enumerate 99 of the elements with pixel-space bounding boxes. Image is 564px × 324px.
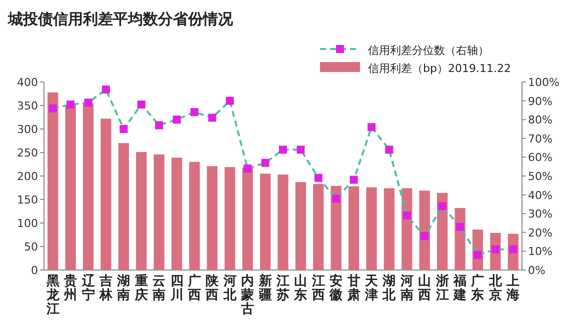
point xyxy=(296,146,305,154)
legend-label: 信用利差（bp）2019.11.22 xyxy=(368,62,511,75)
y-tick-label: 100 xyxy=(17,217,38,230)
bar xyxy=(206,166,218,270)
y-tick-label: 50 xyxy=(24,240,38,254)
bar xyxy=(154,154,164,270)
point xyxy=(420,232,429,240)
legend-label: 信用利差分位数（右轴） xyxy=(368,44,489,57)
bar xyxy=(260,174,271,270)
point xyxy=(509,245,518,254)
x-tick-label: 内蒙古 xyxy=(240,274,254,317)
x-tick-label: 浙江 xyxy=(434,274,449,303)
x-tick-label: 北京 xyxy=(488,274,503,303)
x-tick-label: 天津 xyxy=(364,274,380,303)
bar xyxy=(136,152,147,270)
x-tick-label: 四川 xyxy=(169,274,184,303)
point xyxy=(172,116,181,124)
y-tick-label: 200 xyxy=(17,170,38,183)
point xyxy=(66,100,75,109)
x-tick-label: 山东 xyxy=(293,274,308,303)
point xyxy=(48,104,57,112)
bar xyxy=(278,174,288,270)
y2-tick-label: 60% xyxy=(528,151,552,164)
x-tick-label: 山西 xyxy=(417,274,432,303)
point xyxy=(474,250,482,259)
point xyxy=(137,100,146,109)
point xyxy=(385,146,394,154)
y-tick-label: 250 xyxy=(17,146,38,160)
y2-tick-label: 90% xyxy=(528,94,552,108)
point xyxy=(491,245,500,254)
point xyxy=(226,96,234,105)
point xyxy=(332,194,340,203)
point xyxy=(84,98,92,107)
y2-tick-label: 10% xyxy=(528,245,552,258)
point xyxy=(155,121,164,130)
bar xyxy=(437,192,448,270)
bar xyxy=(82,103,94,270)
point xyxy=(402,211,411,220)
point xyxy=(261,158,270,167)
point xyxy=(279,146,287,154)
y2-tick-label: 80% xyxy=(528,114,552,127)
x-tick-label: 甘肃 xyxy=(346,274,360,303)
point xyxy=(314,174,322,182)
y2-tick-label: 20% xyxy=(528,226,552,240)
x-tick-label: 广东 xyxy=(470,273,484,303)
bar xyxy=(348,186,360,270)
y2-tick-label: 30% xyxy=(528,208,552,221)
y2-tick-label: 50% xyxy=(528,170,552,183)
x-tick-label: 辽宁 xyxy=(80,274,96,303)
y2-tick-label: 100% xyxy=(528,76,560,89)
point xyxy=(208,114,216,122)
bar xyxy=(384,188,395,270)
x-tick-label: 安徽 xyxy=(328,273,344,303)
bar xyxy=(48,92,58,270)
bar xyxy=(224,167,236,270)
bar xyxy=(100,118,112,270)
point xyxy=(368,123,376,132)
point xyxy=(120,125,128,133)
x-tick-label: 河南 xyxy=(399,274,414,303)
y2-tick-label: 40% xyxy=(528,188,552,202)
bar xyxy=(295,182,306,270)
x-tick-label: 吉林 xyxy=(98,274,114,303)
x-tick-label: 云南 xyxy=(152,274,166,303)
point xyxy=(350,176,358,184)
point xyxy=(438,202,446,210)
chart-title: 城投债信用利差平均数分省份情况 xyxy=(7,10,234,28)
bar xyxy=(65,104,76,270)
x-tick-label: 广西 xyxy=(186,273,201,303)
bar xyxy=(419,190,430,270)
x-tick-label: 福建 xyxy=(452,273,467,303)
bar xyxy=(242,168,253,270)
bar xyxy=(366,187,377,270)
x-tick-label: 上海 xyxy=(506,274,520,303)
x-tick-label: 黑龙江 xyxy=(45,274,60,317)
bar xyxy=(118,143,129,270)
point xyxy=(102,86,110,94)
x-tick-label: 江西 xyxy=(310,274,325,303)
x-tick-label: 陕西 xyxy=(204,274,220,303)
y-tick-label: 0 xyxy=(31,264,38,277)
y-tick-label: 350 xyxy=(17,100,38,112)
x-tick-label: 湖南 xyxy=(116,274,130,303)
point xyxy=(456,222,464,231)
bar xyxy=(171,158,182,270)
point xyxy=(190,108,198,116)
x-tick-label: 江苏 xyxy=(276,274,290,303)
x-tick-label: 重庆 xyxy=(134,273,148,303)
x-tick-label: 河北 xyxy=(222,274,238,303)
bar xyxy=(189,162,200,270)
bar xyxy=(313,184,324,270)
x-tick-label: 新疆 xyxy=(258,273,272,303)
x-tick-label: 湖北 xyxy=(382,274,397,303)
y-tick-label: 150 xyxy=(17,194,38,206)
y-tick-label: 400 xyxy=(17,76,38,89)
bar xyxy=(330,186,342,270)
y2-tick-label: 70% xyxy=(528,132,552,146)
y2-tick-label: 0% xyxy=(528,264,546,277)
point xyxy=(244,164,252,172)
y-tick-label: 300 xyxy=(17,123,38,136)
x-tick-label: 贵州 xyxy=(63,273,78,303)
